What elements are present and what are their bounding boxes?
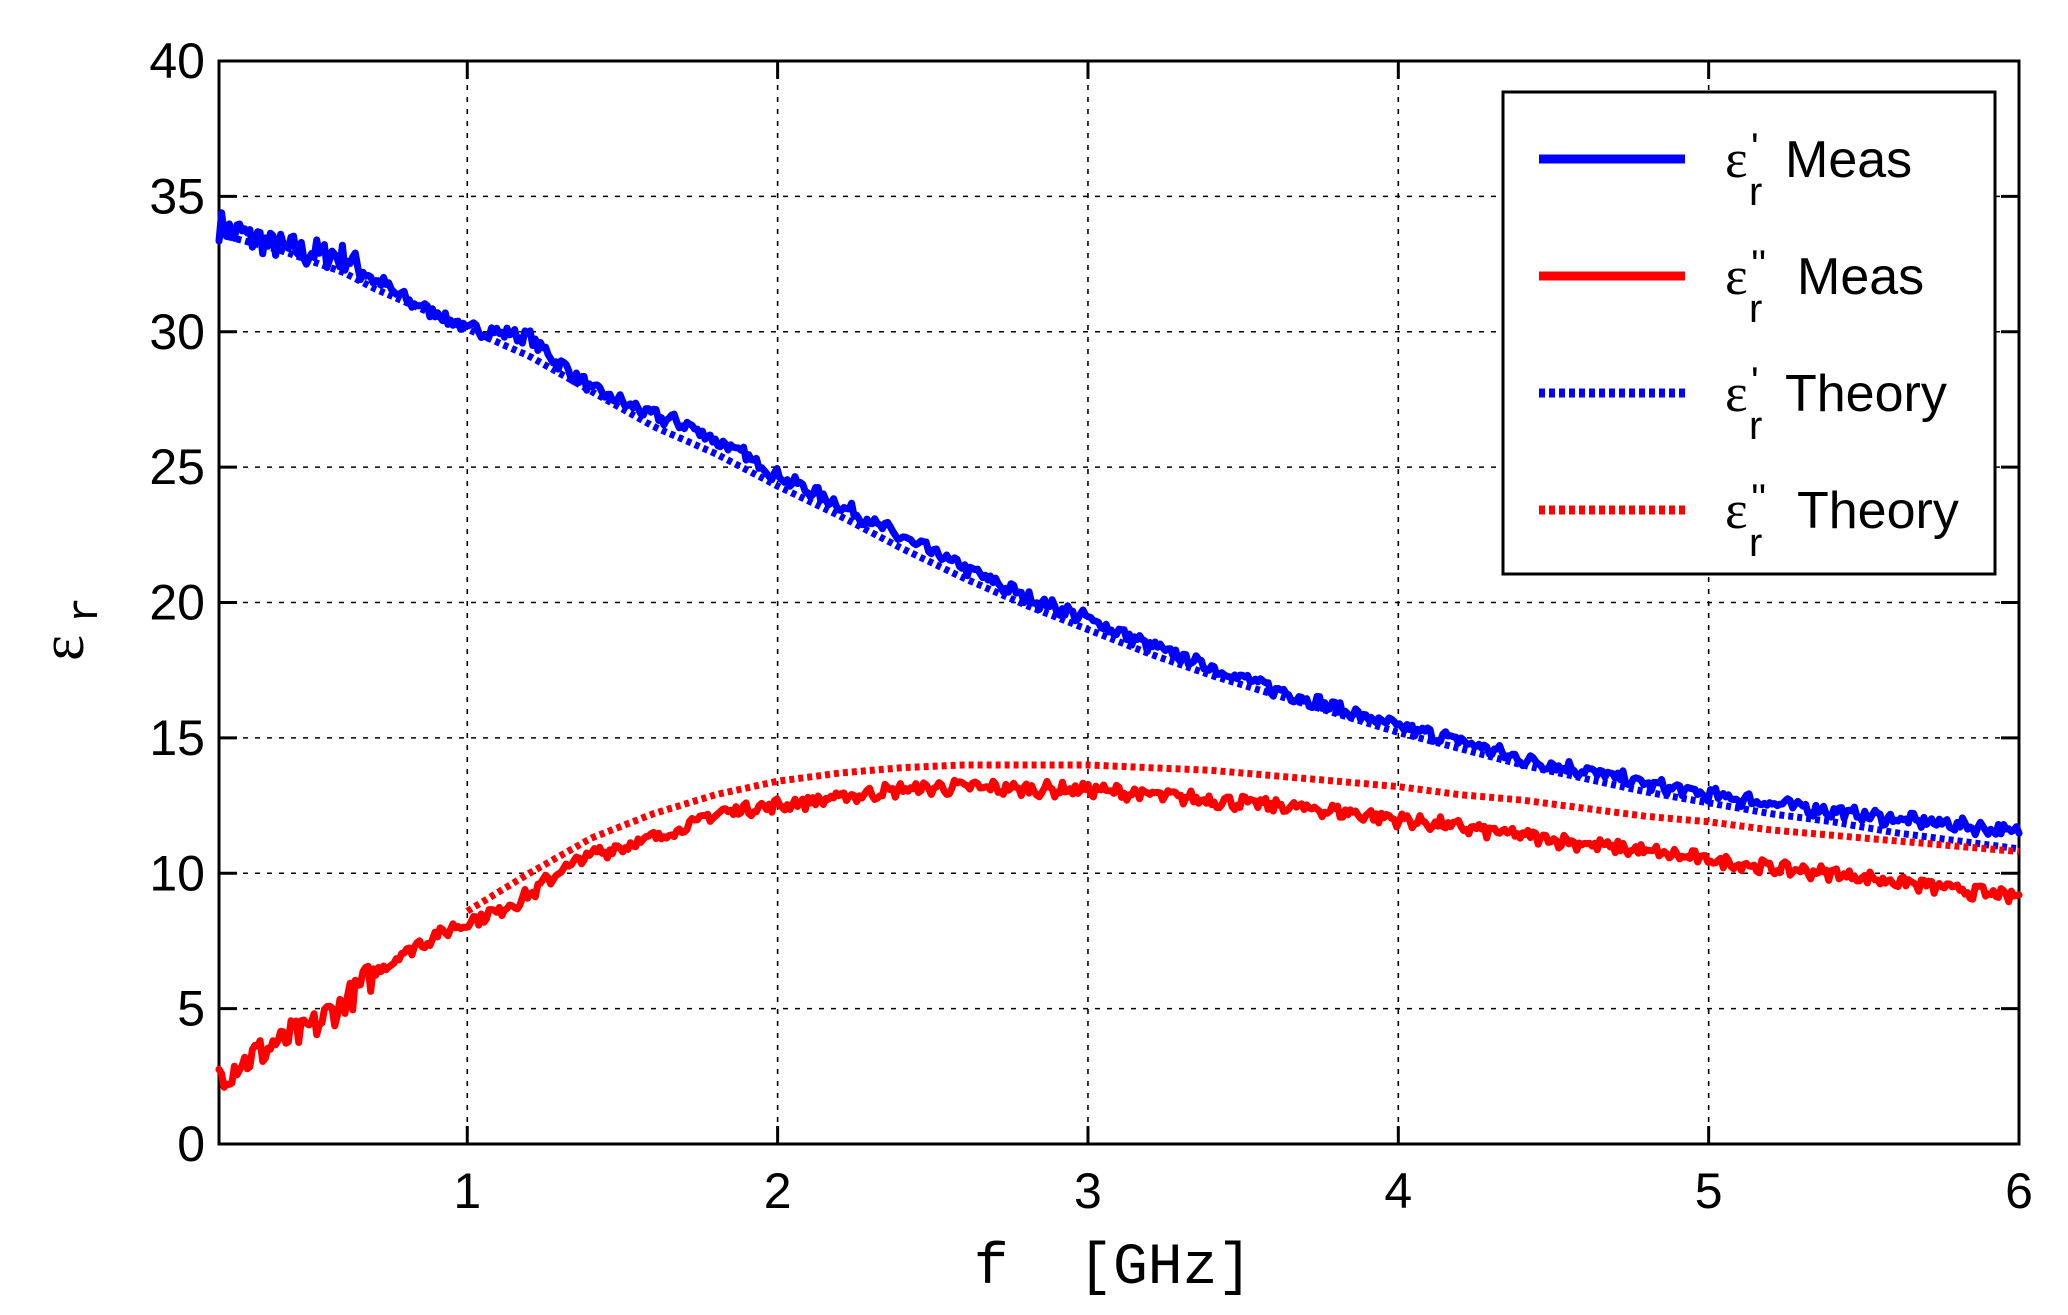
legend-subscript-2: r [1749, 404, 1762, 448]
legend-subscript-3: r [1749, 521, 1762, 565]
series-line-0 [215, 209, 2023, 839]
legend-box [1501, 90, 1997, 576]
tick-labels: 1 2 3 4 5 6 0 5 10 15 20 25 30 35 40 [149, 33, 2033, 1219]
legend-symbol-1: ε [1725, 246, 1748, 306]
y-tick-label: 20 [149, 575, 205, 631]
x-tick-label: 4 [1384, 1163, 1412, 1219]
x-tick-label: 5 [1695, 1163, 1723, 1219]
series-line-3 [465, 761, 2020, 915]
legend-prime-3: '' [1751, 477, 1766, 521]
legend-prime-0: ' [1751, 126, 1759, 170]
axis-ticks [219, 59, 2021, 1146]
y-axis-label-subscript: r [61, 597, 111, 623]
series-line-1 [215, 776, 2023, 1091]
legend-subscript-0: r [1749, 170, 1762, 214]
legend-symbol-2: ε [1725, 363, 1748, 423]
legend-subscript-1: r [1749, 287, 1762, 331]
y-tick-label: 0 [177, 1116, 205, 1172]
legend-prime-2: ' [1751, 360, 1759, 404]
legend-label-1: Meas [1797, 248, 1924, 306]
y-tick-label: 5 [177, 981, 205, 1037]
y-axis-label: ε r [29, 597, 111, 661]
x-tick-label: 3 [1074, 1163, 1102, 1219]
legend-symbol-0: ε [1725, 129, 1748, 189]
legend-label-0: Meas [1785, 131, 1912, 189]
y-tick-label: 10 [149, 845, 205, 901]
series-layer [215, 209, 2023, 1091]
y-tick-label: 30 [149, 304, 205, 360]
legend-prime-1: '' [1751, 243, 1766, 287]
legend-label-3: Theory [1797, 482, 1959, 540]
y-tick-label: 25 [149, 439, 205, 495]
y-tick-label: 35 [149, 168, 205, 224]
series-line-2 [218, 230, 2020, 853]
x-axis-label: f [GHz] [974, 1236, 1252, 1301]
x-tick-label: 6 [2005, 1163, 2033, 1219]
y-axis-label-symbol: ε [29, 635, 97, 661]
y-tick-label: 40 [149, 33, 205, 89]
y-tick-label: 15 [149, 710, 205, 766]
legend-label-2: Theory [1785, 365, 1947, 423]
x-tick-label: 2 [764, 1163, 792, 1219]
x-tick-label: 1 [453, 1163, 481, 1219]
legend-symbol-3: ε [1725, 480, 1748, 540]
